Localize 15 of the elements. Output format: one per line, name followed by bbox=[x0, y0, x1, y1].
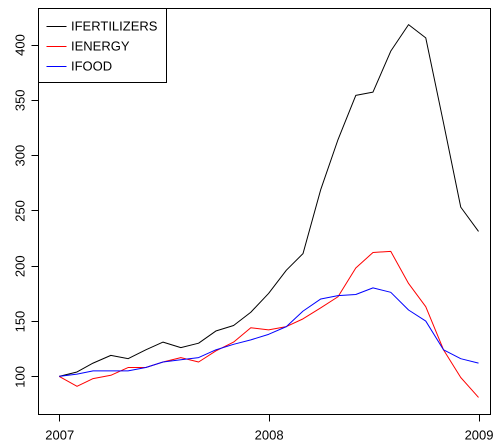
y-tick-label: 350 bbox=[12, 89, 28, 112]
legend-label: IFOOD bbox=[71, 58, 112, 74]
legend-label: IFERTILIZERS bbox=[71, 18, 158, 34]
y-tick-label: 150 bbox=[12, 310, 28, 332]
x-tick-label: 2009 bbox=[464, 428, 493, 442]
x-tick-label: 2008 bbox=[254, 428, 284, 442]
line-series bbox=[58, 287, 480, 377]
legend-label: IENERGY bbox=[71, 38, 130, 54]
y-tick-label: 400 bbox=[12, 34, 28, 56]
y-tick-label: 100 bbox=[12, 366, 28, 388]
y-tick-label: 200 bbox=[12, 255, 28, 278]
y-tick-label: 300 bbox=[12, 144, 28, 166]
y-tick-label: 250 bbox=[12, 200, 28, 222]
line-series bbox=[58, 250, 480, 398]
x-tick-label: 2007 bbox=[45, 428, 74, 442]
